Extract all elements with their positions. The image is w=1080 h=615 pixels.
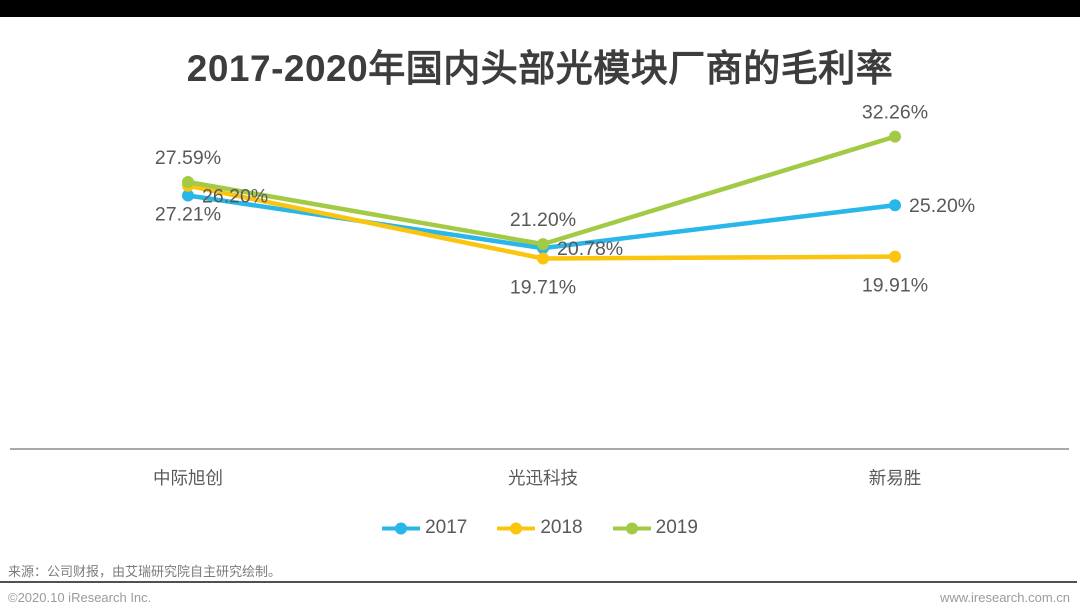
- data-label-2017: 26.20%: [202, 186, 268, 208]
- legend-item-2019: 2019: [612, 517, 698, 539]
- legend-label: 2018: [540, 517, 583, 538]
- source-note: 来源：公司财报，由艾瑞研究院自主研究绘制。: [8, 564, 282, 579]
- x-axis-label: 中际旭创: [153, 468, 223, 488]
- data-label-2018: 27.21%: [155, 204, 221, 226]
- x-axis-label: 光迅科技: [508, 468, 578, 488]
- chart-point-2019: [537, 238, 549, 251]
- data-label-2019: 21.20%: [510, 209, 576, 231]
- chart-point-2017: [889, 199, 901, 212]
- legend-marker-2019: [612, 522, 651, 534]
- chart-legend: 2017 2018 2019: [0, 517, 1080, 539]
- chart-title: 2017-2020年国内头部光模块厂商的毛利率: [186, 47, 894, 89]
- chart-point-2018: [889, 250, 901, 263]
- data-label-2018: 19.71%: [510, 277, 576, 299]
- website-url: www.iresearch.com.cn: [939, 590, 1070, 605]
- chart-point-2017: [182, 189, 194, 202]
- legend-item-2018: 2018: [497, 517, 583, 539]
- x-axis-label: 新易胜: [869, 468, 922, 488]
- copyright-text: ©2020.10 iResearch Inc.: [8, 590, 152, 605]
- data-label-2018: 19.91%: [862, 275, 928, 297]
- data-label-2019: 27.59%: [155, 147, 221, 169]
- legend-label: 2019: [655, 517, 698, 538]
- chart-point-2019: [182, 176, 194, 188]
- legend-label: 2017: [425, 517, 468, 538]
- top-black-bar: [0, 0, 1080, 17]
- data-label-2017: 20.78%: [557, 238, 623, 260]
- data-label-2017: 25.20%: [909, 195, 975, 217]
- legend-marker-2018: [497, 522, 536, 534]
- line-chart: 中际旭创 光迅科技 新易胜 26.20% 20.78% 25.20% 27.21% 19.71…: [10, 102, 1069, 488]
- data-label-2019: 32.26%: [862, 102, 928, 124]
- legend-item-2017: 2017: [382, 517, 467, 539]
- legend-marker-2017: [382, 522, 421, 534]
- footer-divider: [0, 581, 1077, 583]
- chart-point-2018: [537, 252, 549, 265]
- chart-point-2019: [889, 130, 901, 143]
